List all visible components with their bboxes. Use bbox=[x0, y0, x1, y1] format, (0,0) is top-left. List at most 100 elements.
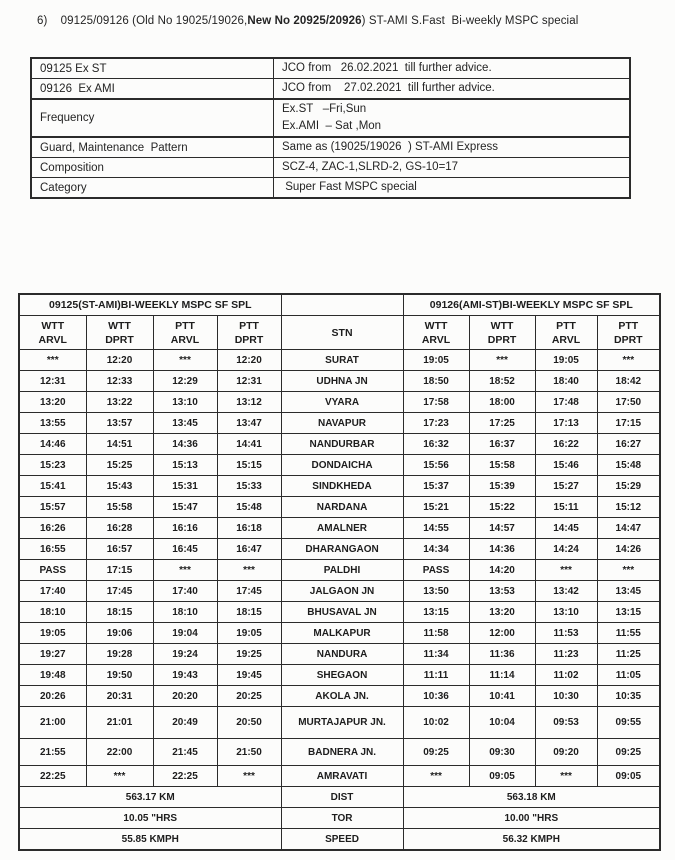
time-cell: 15:22 bbox=[468, 496, 536, 518]
time-cell: 16:57 bbox=[85, 538, 154, 560]
time-cell: 11:58 bbox=[402, 622, 470, 644]
time-cell: 15:13 bbox=[152, 454, 218, 476]
time-cell: 17:45 bbox=[85, 580, 154, 602]
info-value-line: SCZ-4, ZAC-1,SLRD-2, GS-10=17 bbox=[282, 161, 459, 173]
time-cell: 18:10 bbox=[152, 601, 218, 623]
train-info-table: 09125 Ex ST JCO from 26.02.2021 till furt… bbox=[30, 57, 631, 199]
column-header-row: WTT ARVL WTT DPRT PTT ARVL PTT DPRT STN WTT ARVL WT… bbox=[18, 315, 661, 350]
timetable-row: 22:25 *** 22:25 *** AMRAVATI *** 09:05 *** 09:05 bbox=[18, 765, 661, 787]
time-cell: 15:48 bbox=[596, 454, 661, 476]
time-cell: 20:20 bbox=[152, 685, 218, 707]
time-cell: 11:34 bbox=[402, 643, 470, 665]
column-header-line: DPRT bbox=[234, 333, 264, 346]
column-header-cell: PTT DPRT bbox=[596, 315, 661, 350]
time-cell: 15:31 bbox=[152, 475, 218, 497]
summary-right-cell: 56.32 KMPH bbox=[402, 828, 661, 851]
summary-row: 10.05 "HRS TOR 10.00 "HRS bbox=[18, 807, 661, 829]
column-header-line: WTT bbox=[490, 319, 514, 332]
column-header-line: ARVL bbox=[551, 333, 581, 346]
station-cell: NANDURBAR bbox=[280, 433, 404, 455]
time-cell: 12:29 bbox=[152, 370, 218, 392]
time-cell: 15:43 bbox=[85, 475, 154, 497]
time-cell: 14:55 bbox=[402, 517, 470, 539]
time-cell: 14:47 bbox=[596, 517, 661, 539]
summary-left-cell: 10.05 "HRS bbox=[18, 807, 282, 829]
info-label-cell: 09126 Ex AMI bbox=[30, 78, 274, 100]
info-value-line: Ex.AMI – Sat ,Mon bbox=[282, 120, 382, 132]
station-cell: VYARA bbox=[280, 391, 404, 413]
time-cell: 09:20 bbox=[534, 738, 598, 766]
info-value-cell: Same as (19025/19026 ) ST-AMI Express bbox=[273, 136, 631, 158]
time-cell: 12:31 bbox=[18, 370, 87, 392]
time-cell: 15:23 bbox=[18, 454, 87, 476]
time-cell: 18:42 bbox=[596, 370, 661, 392]
time-cell: 14:51 bbox=[85, 433, 154, 455]
timetable-row: 21:00 21:01 20:49 20:50 MURTAJAPUR JN. 10:02 1… bbox=[18, 706, 661, 739]
timetable-row: 18:10 18:15 18:10 18:15 BHUSAVAL JN 13:15 13:2… bbox=[18, 601, 661, 623]
time-cell: 19:05 bbox=[534, 349, 598, 371]
document-heading: 6) 09125/09126 (Old No 19025/19026,New N… bbox=[37, 15, 578, 27]
timetable-row: 13:20 13:22 13:10 13:12 VYARA 17:58 18:00 17:48… bbox=[18, 391, 661, 413]
time-cell: 19:05 bbox=[216, 622, 282, 644]
time-cell: *** bbox=[18, 349, 87, 371]
time-cell: 19:43 bbox=[152, 664, 218, 686]
station-cell: AMALNER bbox=[280, 517, 404, 539]
time-cell: 15:27 bbox=[534, 475, 598, 497]
time-cell: 09:30 bbox=[468, 738, 536, 766]
time-cell: 17:23 bbox=[402, 412, 470, 434]
time-cell: 15:39 bbox=[468, 475, 536, 497]
time-cell: 18:52 bbox=[468, 370, 536, 392]
time-cell: 09:25 bbox=[402, 738, 470, 766]
time-cell: 22:25 bbox=[152, 765, 218, 787]
timetable-row: 13:55 13:57 13:45 13:47 NAVAPUR 17:23 17:25 17:… bbox=[18, 412, 661, 434]
column-header-line: PTT bbox=[175, 319, 195, 332]
time-cell: 13:15 bbox=[402, 601, 470, 623]
time-cell: 13:55 bbox=[18, 412, 87, 434]
column-header-line: WTT bbox=[108, 319, 131, 332]
info-row: 09126 Ex AMI JCO from 27.02.2021 till fur… bbox=[30, 78, 631, 100]
time-cell: 14:20 bbox=[468, 559, 536, 581]
timetable-row: 12:31 12:33 12:29 12:31 UDHNA JN 18:50 18:52 18… bbox=[18, 370, 661, 392]
time-cell: 17:58 bbox=[402, 391, 470, 413]
time-cell: 19:50 bbox=[85, 664, 154, 686]
time-cell: 11:25 bbox=[596, 643, 661, 665]
time-cell: 14:57 bbox=[468, 517, 536, 539]
time-cell: 10:02 bbox=[402, 706, 470, 739]
time-cell: *** bbox=[152, 349, 218, 371]
timetable-title-row: 09125(ST-AMI)BI-WEEKLY MSPC SF SPL 09126… bbox=[18, 293, 661, 316]
column-header-line: DPRT bbox=[105, 333, 134, 346]
timetable-row: *** 12:20 *** 12:20 SURAT 19:05 *** 19:05 *** bbox=[18, 349, 661, 371]
time-cell: 15:57 bbox=[18, 496, 87, 518]
time-cell: 17:13 bbox=[534, 412, 598, 434]
info-label-cell: Frequency bbox=[30, 98, 274, 138]
time-cell: 09:25 bbox=[596, 738, 661, 766]
time-cell: 22:00 bbox=[85, 738, 154, 766]
time-cell: 17:50 bbox=[596, 391, 661, 413]
time-cell: 11:14 bbox=[468, 664, 536, 686]
time-cell: 13:53 bbox=[468, 580, 536, 602]
info-value-cell: Super Fast MSPC special bbox=[273, 177, 631, 199]
time-cell: 21:00 bbox=[18, 706, 87, 739]
time-cell: 19:05 bbox=[402, 349, 470, 371]
time-cell: 19:28 bbox=[85, 643, 154, 665]
time-cell: 17:48 bbox=[534, 391, 598, 413]
column-header-line: ARVL bbox=[38, 333, 67, 346]
time-cell: 20:50 bbox=[216, 706, 282, 739]
time-cell: *** bbox=[534, 765, 598, 787]
time-cell: 20:49 bbox=[152, 706, 218, 739]
time-cell: 21:45 bbox=[152, 738, 218, 766]
time-cell: 18:10 bbox=[18, 601, 87, 623]
timetable-row: 16:55 16:57 16:45 16:47 DHARANGAON 14:34 14:36… bbox=[18, 538, 661, 560]
station-cell: BHUSAVAL JN bbox=[280, 601, 404, 623]
time-cell: *** bbox=[216, 559, 282, 581]
column-header-cell: PTT ARVL bbox=[152, 315, 218, 350]
summary-label-cell: TOR bbox=[280, 807, 404, 829]
time-cell: 15:56 bbox=[402, 454, 470, 476]
heading-new-number: New No 20925/20926 bbox=[247, 15, 362, 27]
time-cell: 21:50 bbox=[216, 738, 282, 766]
time-cell: 12:33 bbox=[85, 370, 154, 392]
heading-prefix: 6) 09125/09126 (Old No 19025/19026, bbox=[37, 15, 248, 27]
summary-label-cell: DIST bbox=[280, 786, 404, 808]
station-cell: SURAT bbox=[280, 349, 404, 371]
info-value-line: Ex.ST –Fri,Sun bbox=[282, 103, 367, 115]
